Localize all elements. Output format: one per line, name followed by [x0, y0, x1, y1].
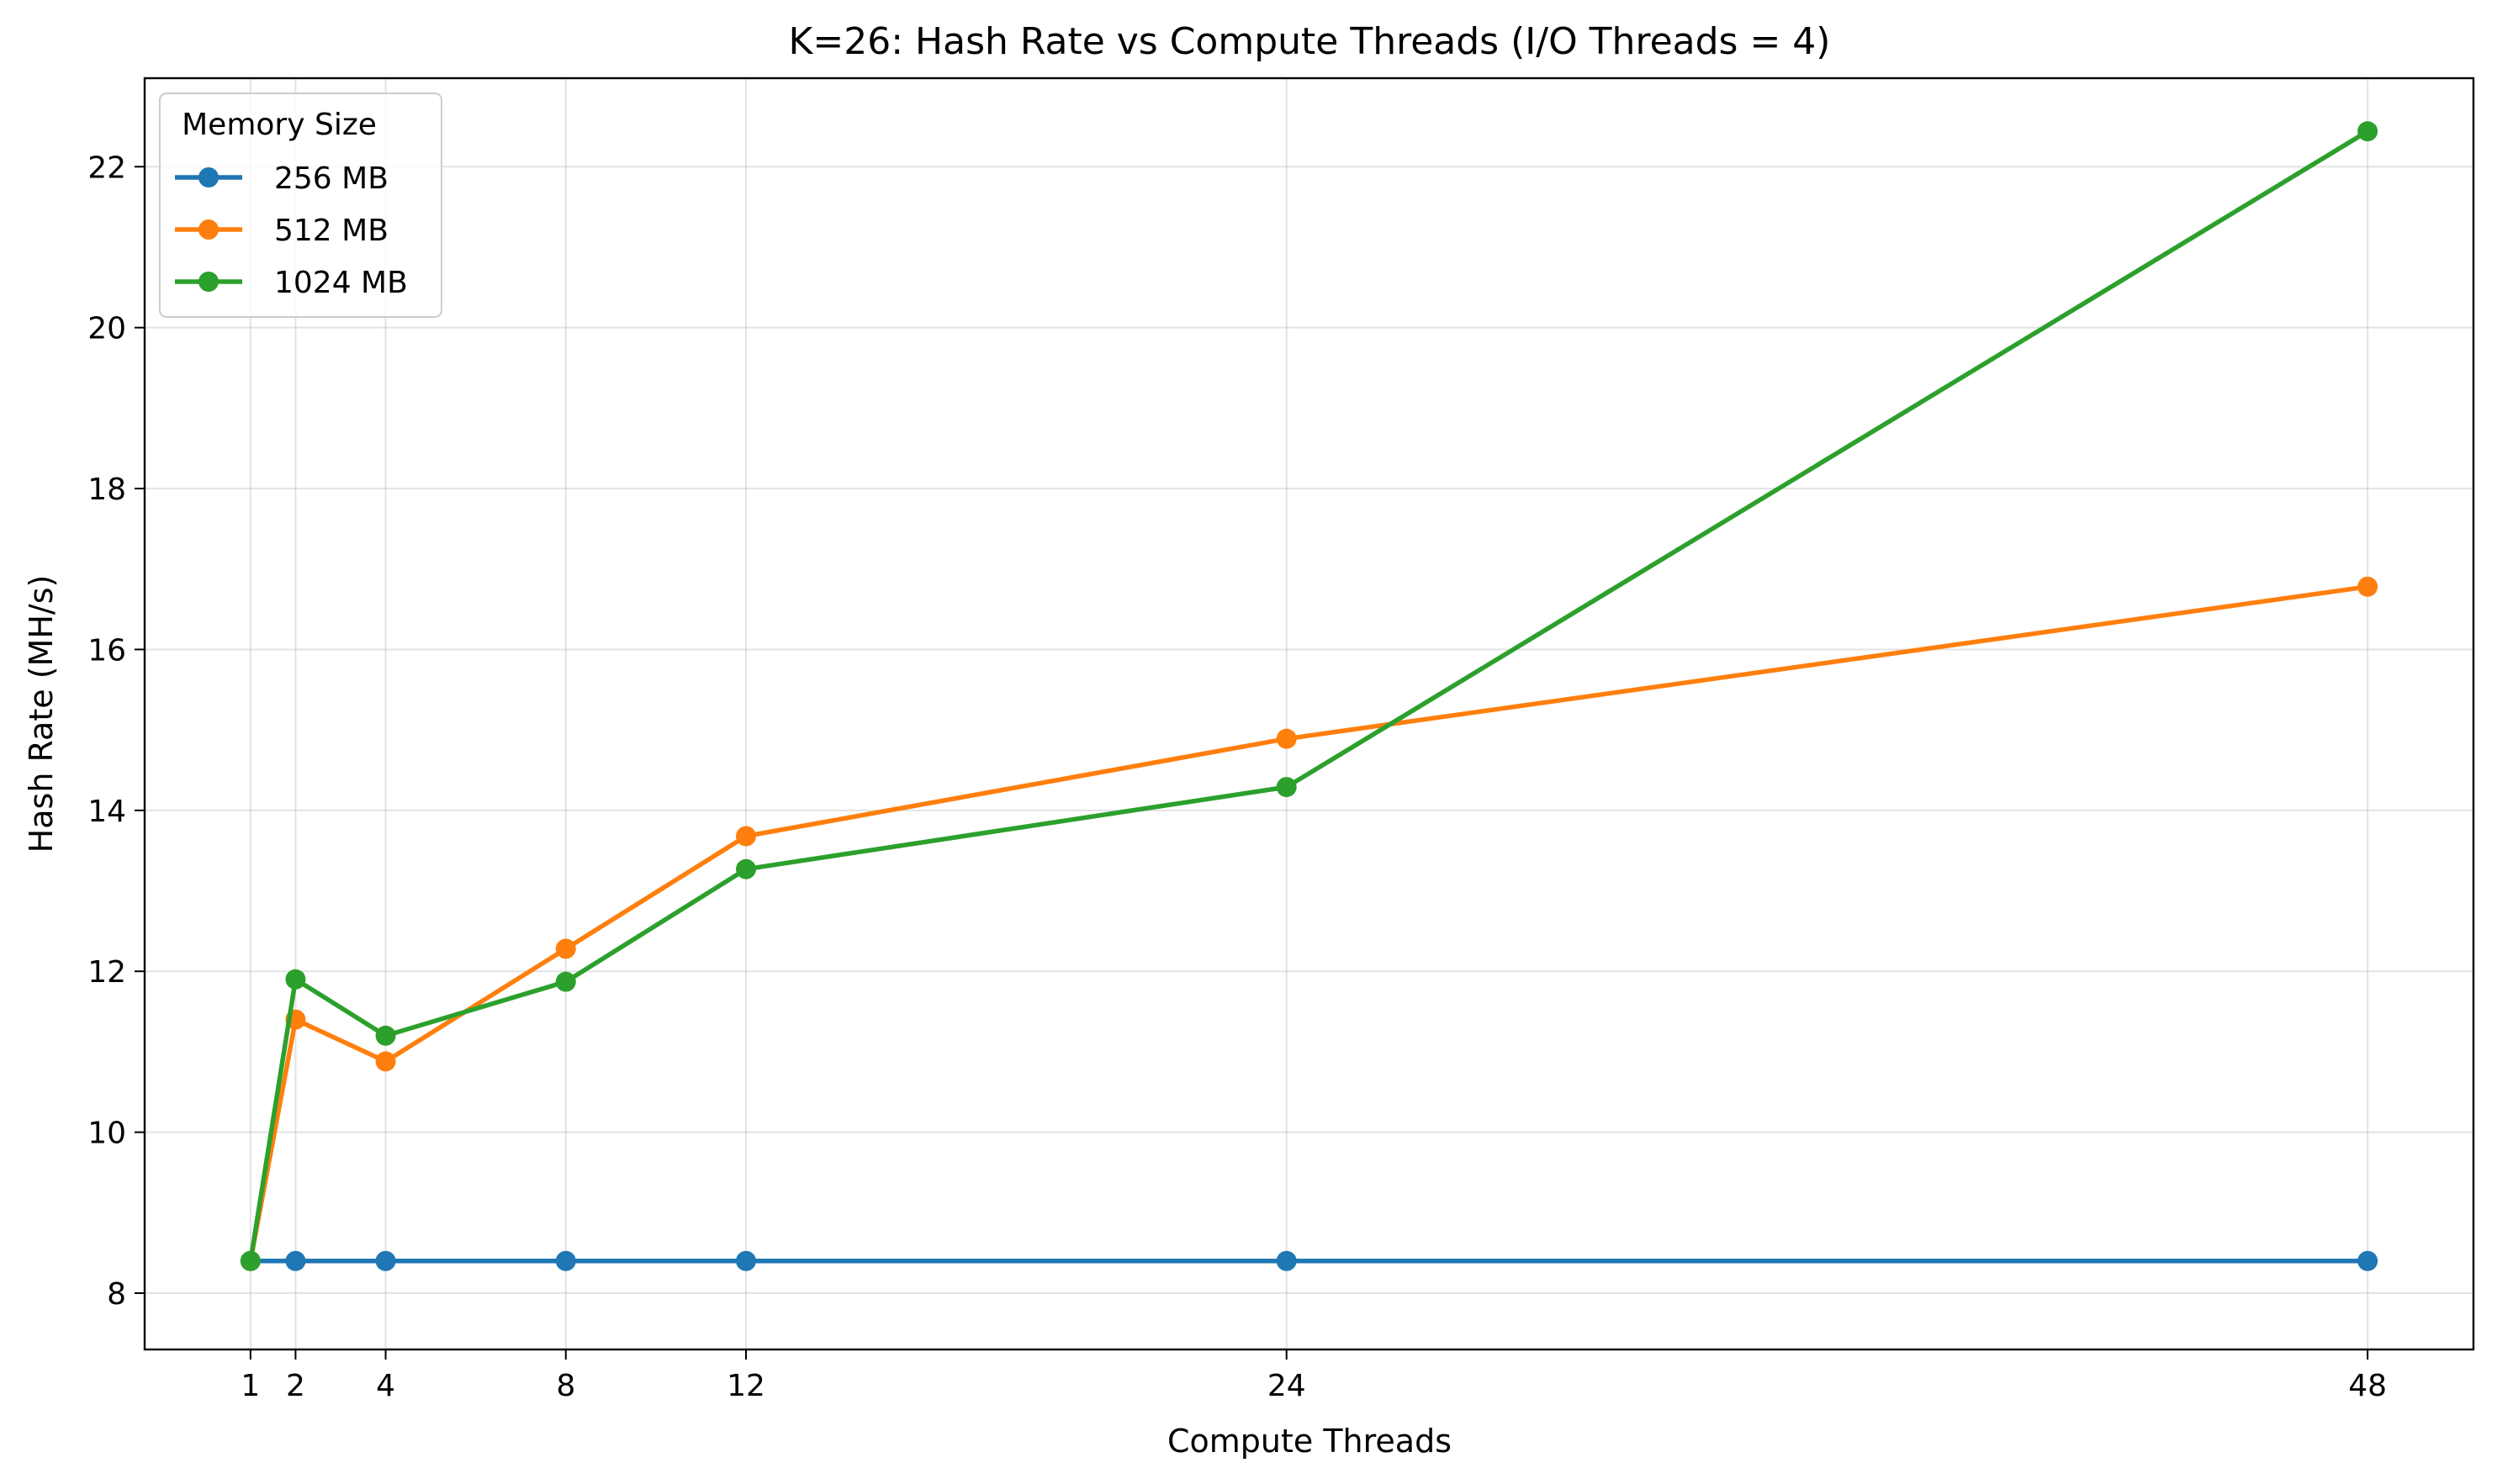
- y-tick-label: 20: [87, 312, 126, 346]
- data-point: [736, 858, 757, 879]
- grid-lines: [145, 78, 2473, 1349]
- data-point: [1276, 1250, 1297, 1271]
- data-point: [240, 1250, 261, 1271]
- y-tick-label: 22: [87, 151, 126, 185]
- series-layer: [240, 121, 2378, 1271]
- data-point: [2357, 1250, 2378, 1271]
- data-point: [2357, 121, 2378, 142]
- data-point: [555, 971, 576, 992]
- y-axis: 8 10 12 14 16 18 20 22: [87, 151, 145, 1312]
- y-tick-label: 14: [87, 795, 126, 829]
- data-point: [555, 938, 576, 959]
- chart-title: K=26: Hash Rate vs Compute Threads (I/O …: [789, 20, 1831, 63]
- data-point: [2357, 576, 2378, 597]
- data-point: [736, 1250, 757, 1271]
- x-tick-label: 2: [286, 1369, 305, 1403]
- series-1024-mb: [240, 121, 2378, 1271]
- y-axis-label: Hash Rate (MH/s): [23, 575, 60, 853]
- x-tick-label: 24: [1267, 1369, 1306, 1403]
- x-axis: 1 2 4 8 12 24 48: [241, 1349, 2387, 1403]
- legend-swatch-marker: [198, 219, 219, 240]
- series-line: [248, 129, 2370, 1264]
- legend-entry-label: 1024 MB: [274, 266, 408, 300]
- y-tick-label: 8: [107, 1277, 126, 1312]
- series-512-mb: [240, 576, 2378, 1271]
- y-tick-label: 12: [87, 955, 126, 990]
- data-point: [1276, 777, 1297, 798]
- y-tick-label: 10: [87, 1117, 126, 1151]
- x-tick-label: 48: [2348, 1369, 2387, 1403]
- data-point: [375, 1025, 396, 1046]
- legend-entry-label: 512 MB: [274, 214, 389, 248]
- x-axis-label: Compute Threads: [1167, 1423, 1452, 1460]
- data-point: [736, 826, 757, 847]
- data-point: [555, 1250, 576, 1271]
- x-tick-label: 1: [241, 1369, 260, 1403]
- legend-entry-label: 256 MB: [274, 161, 389, 196]
- data-point: [1276, 728, 1297, 749]
- series-line: [248, 584, 2370, 1264]
- legend-title: Memory Size: [182, 108, 377, 142]
- plot-frame: [143, 77, 2475, 1351]
- x-tick-label: 8: [556, 1369, 575, 1403]
- x-tick-label: 4: [376, 1369, 395, 1403]
- series-256-mb: [240, 1250, 2378, 1271]
- data-point: [285, 1250, 306, 1271]
- legend-swatch-marker: [198, 272, 219, 292]
- legend-box: [159, 92, 442, 318]
- x-tick-label: 12: [727, 1369, 765, 1403]
- data-point: [375, 1051, 396, 1072]
- legend: Memory Size 256 MB 512 MB 1024 MB: [159, 92, 442, 318]
- legend-swatch-marker: [198, 167, 219, 187]
- data-point: [375, 1250, 396, 1271]
- y-tick-label: 16: [87, 633, 126, 668]
- y-tick-label: 18: [87, 473, 126, 507]
- data-point: [285, 969, 306, 990]
